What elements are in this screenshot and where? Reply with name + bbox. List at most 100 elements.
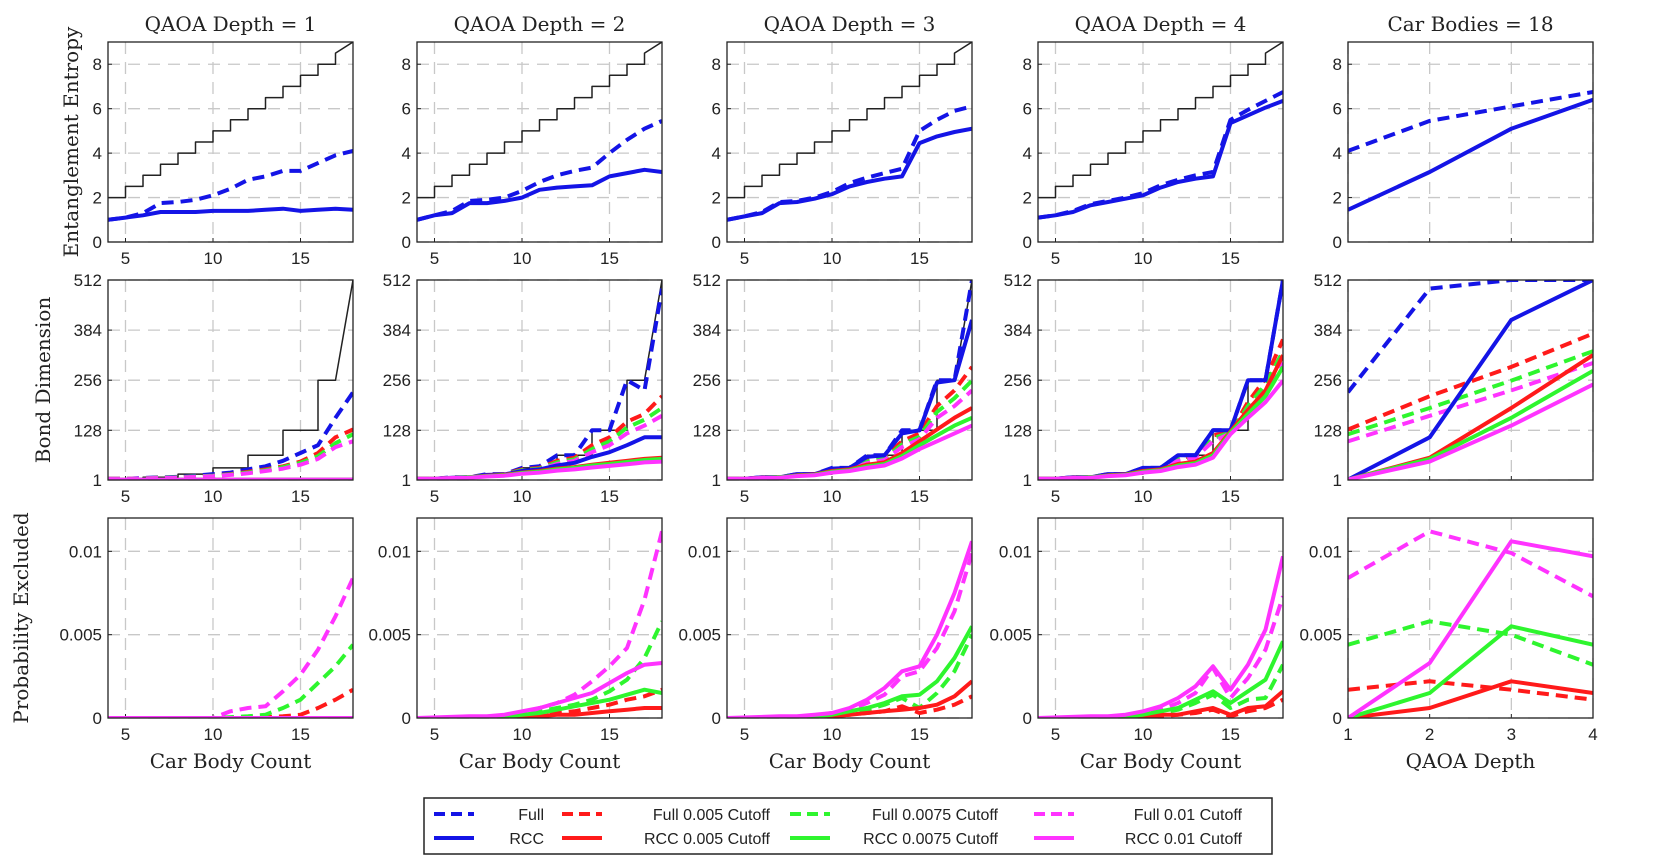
series-line-full xyxy=(108,148,353,222)
axes-frame xyxy=(1347,279,1594,481)
legend-label-full: Full xyxy=(518,807,544,824)
panel-2-4: 5 10 15 1 128 256 384 512 xyxy=(1004,271,1284,506)
y-tick-label: 0 xyxy=(402,233,411,252)
series-line-rcc-0-01-cutoff xyxy=(1038,555,1283,718)
y-tick-label: 6 xyxy=(1333,100,1342,119)
x-tick-label: 10 xyxy=(513,487,532,506)
x-tick-label: 5 xyxy=(121,487,130,506)
series-group xyxy=(727,540,972,718)
series-group xyxy=(1038,42,1283,220)
series-line-full-0-01-cutoff xyxy=(417,530,662,718)
series-group xyxy=(108,577,353,718)
series-line-full-0-005-cutoff xyxy=(1348,331,1593,432)
series-line-rcc-0-01-cutoff xyxy=(1348,539,1593,718)
series-line-max xyxy=(1038,42,1283,199)
y-tick-label: 0 xyxy=(1333,709,1342,728)
x-tick-label: 5 xyxy=(430,725,439,744)
legend-label-full005: Full 0.005 Cutoff xyxy=(653,807,771,824)
x-tick-label: 15 xyxy=(910,725,929,744)
panel-1-3: 5 10 15 0 2 4 6 8 QAOA Depth = 3 xyxy=(712,12,973,268)
y-tick-label: 4 xyxy=(402,144,411,163)
series-line-full-0-0075-cutoff xyxy=(108,643,353,718)
panel-3-4: 5 10 15 0 0.005 0.01 Car Body Count xyxy=(989,517,1284,773)
series-line-rcc-0-005-cutoff xyxy=(1348,679,1593,718)
y-tick-label: 0 xyxy=(1023,233,1032,252)
axes-frame xyxy=(1037,279,1284,481)
legend-label-rcc001: RCC 0.01 Cutoff xyxy=(1125,831,1243,848)
axes-frame xyxy=(107,41,354,243)
series-group xyxy=(1348,280,1593,480)
x-tick-label: 10 xyxy=(1134,725,1153,744)
y-tick-label: 8 xyxy=(1333,55,1342,74)
panel-3-1: 5 10 15 0 0.005 0.01 Car Body Count Probability… xyxy=(9,512,354,773)
y-tick-label: 384 xyxy=(693,321,721,340)
y-tick-label: 1 xyxy=(93,471,102,490)
y-tick-label: 6 xyxy=(1023,100,1032,119)
series-line-rcc-0-01-cutoff xyxy=(1038,379,1283,480)
y-tick-label: 1 xyxy=(402,471,411,490)
series-line-full-0-01-cutoff xyxy=(108,577,353,718)
x-tick-label: 5 xyxy=(430,487,439,506)
y-tick-label: 8 xyxy=(402,55,411,74)
y-tick-label: 512 xyxy=(693,271,721,290)
y-tick-label: 128 xyxy=(1314,421,1342,440)
axes-frame xyxy=(1347,41,1594,243)
series-line-rcc xyxy=(108,206,353,222)
y-tick-label: 512 xyxy=(74,271,102,290)
chart-title: QAOA Depth = 3 xyxy=(764,12,936,36)
y-tick-label: 0.005 xyxy=(59,626,102,645)
y-tick-label: 4 xyxy=(1333,144,1342,163)
x-axis-label: Car Body Count xyxy=(769,749,930,773)
y-tick-label: 384 xyxy=(383,321,411,340)
y-tick-label: 256 xyxy=(1314,371,1342,390)
y-tick-label: 256 xyxy=(74,371,102,390)
y-tick-label: 0.005 xyxy=(989,626,1032,645)
axes-background xyxy=(1348,42,1593,242)
series-line-rcc xyxy=(727,126,972,222)
series-line-full-0-0075-cutoff xyxy=(1038,663,1283,718)
series-group xyxy=(417,530,662,718)
series-group xyxy=(1038,280,1283,480)
panel-2-2: 5 10 15 1 128 256 384 512 xyxy=(383,271,663,506)
series-line-rcc-0-0075-cutoff xyxy=(1348,624,1593,718)
y-tick-label: 1 xyxy=(1023,471,1032,490)
y-tick-label: 2 xyxy=(712,189,721,208)
panel-3-2: 5 10 15 0 0.005 0.01 Car Body Count xyxy=(368,517,663,773)
y-tick-label: 0 xyxy=(712,233,721,252)
legend: Full Full 0.005 Cutoff Full 0.0075 Cutoff F… xyxy=(423,797,1273,855)
axes-frame xyxy=(1037,517,1284,719)
x-tick-label: 15 xyxy=(600,249,619,268)
axes-background xyxy=(727,518,972,718)
series-line-rcc-0-01-cutoff xyxy=(1348,382,1593,480)
series-line-full-0-005-cutoff xyxy=(1348,679,1593,702)
series-line-max xyxy=(417,42,662,199)
axes-background xyxy=(108,518,353,718)
chart-title: QAOA Depth = 4 xyxy=(1075,12,1247,36)
y-tick-label: 128 xyxy=(74,421,102,440)
series-line-full-0-01-cutoff xyxy=(1348,361,1593,444)
legend-label-rcc005: RCC 0.005 Cutoff xyxy=(644,831,771,848)
legend-label-full0075: Full 0.0075 Cutoff xyxy=(872,807,999,824)
series-line-full-0-0075-cutoff xyxy=(1348,619,1593,667)
y-tick-label: 4 xyxy=(93,144,102,163)
y-tick-label: 256 xyxy=(1004,371,1032,390)
axes-frame xyxy=(1347,517,1594,719)
x-tick-label: 15 xyxy=(910,249,929,268)
y-tick-label: 0 xyxy=(1023,709,1032,728)
x-tick-label: 15 xyxy=(600,725,619,744)
y-tick-label: 0 xyxy=(93,709,102,728)
axes-frame xyxy=(416,41,663,243)
series-line-full-0-01-cutoff xyxy=(727,552,972,718)
y-tick-label: 1 xyxy=(712,471,721,490)
y-tick-label: 0.01 xyxy=(1309,542,1342,561)
y-tick-label: 128 xyxy=(1004,421,1032,440)
axes-frame xyxy=(416,279,663,481)
y-tick-label: 0 xyxy=(712,709,721,728)
series-group xyxy=(727,42,972,222)
y-tick-label: 8 xyxy=(712,55,721,74)
y-axis-label: Probability Excluded xyxy=(9,512,33,723)
series-line-full xyxy=(1348,90,1593,153)
x-tick-label: 15 xyxy=(291,725,310,744)
x-tick-label: 10 xyxy=(1134,249,1153,268)
y-axis-label: Entanglement Entropy xyxy=(59,26,83,257)
